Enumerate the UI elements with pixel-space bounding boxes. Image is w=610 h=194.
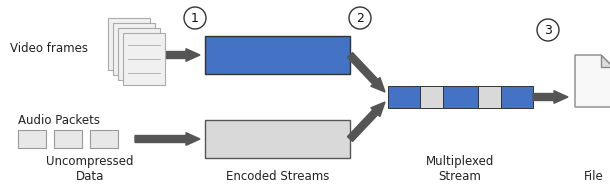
FancyArrow shape	[348, 53, 385, 92]
Bar	[118, 28, 160, 80]
Bar	[478, 86, 501, 108]
FancyArrow shape	[533, 91, 568, 103]
Text: Audio Packets: Audio Packets	[18, 113, 100, 126]
Bar	[54, 130, 82, 148]
Text: 1: 1	[191, 11, 199, 24]
Text: Video frames: Video frames	[10, 42, 88, 55]
Bar	[18, 130, 46, 148]
Text: File: File	[584, 170, 604, 183]
FancyArrow shape	[348, 102, 385, 141]
Text: 3: 3	[544, 23, 552, 36]
Bar	[90, 130, 118, 148]
Text: 2: 2	[356, 11, 364, 24]
Circle shape	[184, 7, 206, 29]
Bar	[113, 23, 155, 75]
Bar	[205, 120, 350, 158]
Circle shape	[349, 7, 371, 29]
Bar	[443, 86, 478, 108]
Polygon shape	[601, 55, 610, 67]
Bar	[501, 86, 533, 108]
Text: Encoded Streams: Encoded Streams	[226, 170, 329, 183]
Bar	[108, 18, 150, 70]
Bar	[388, 86, 420, 108]
FancyArrow shape	[135, 133, 200, 145]
FancyArrow shape	[162, 49, 200, 61]
Bar	[205, 36, 350, 74]
Text: Multiplexed
Stream: Multiplexed Stream	[426, 155, 494, 183]
Circle shape	[537, 19, 559, 41]
Bar	[420, 86, 443, 108]
Polygon shape	[575, 55, 610, 107]
Text: Uncompressed
Data: Uncompressed Data	[46, 155, 134, 183]
Bar	[123, 33, 165, 85]
